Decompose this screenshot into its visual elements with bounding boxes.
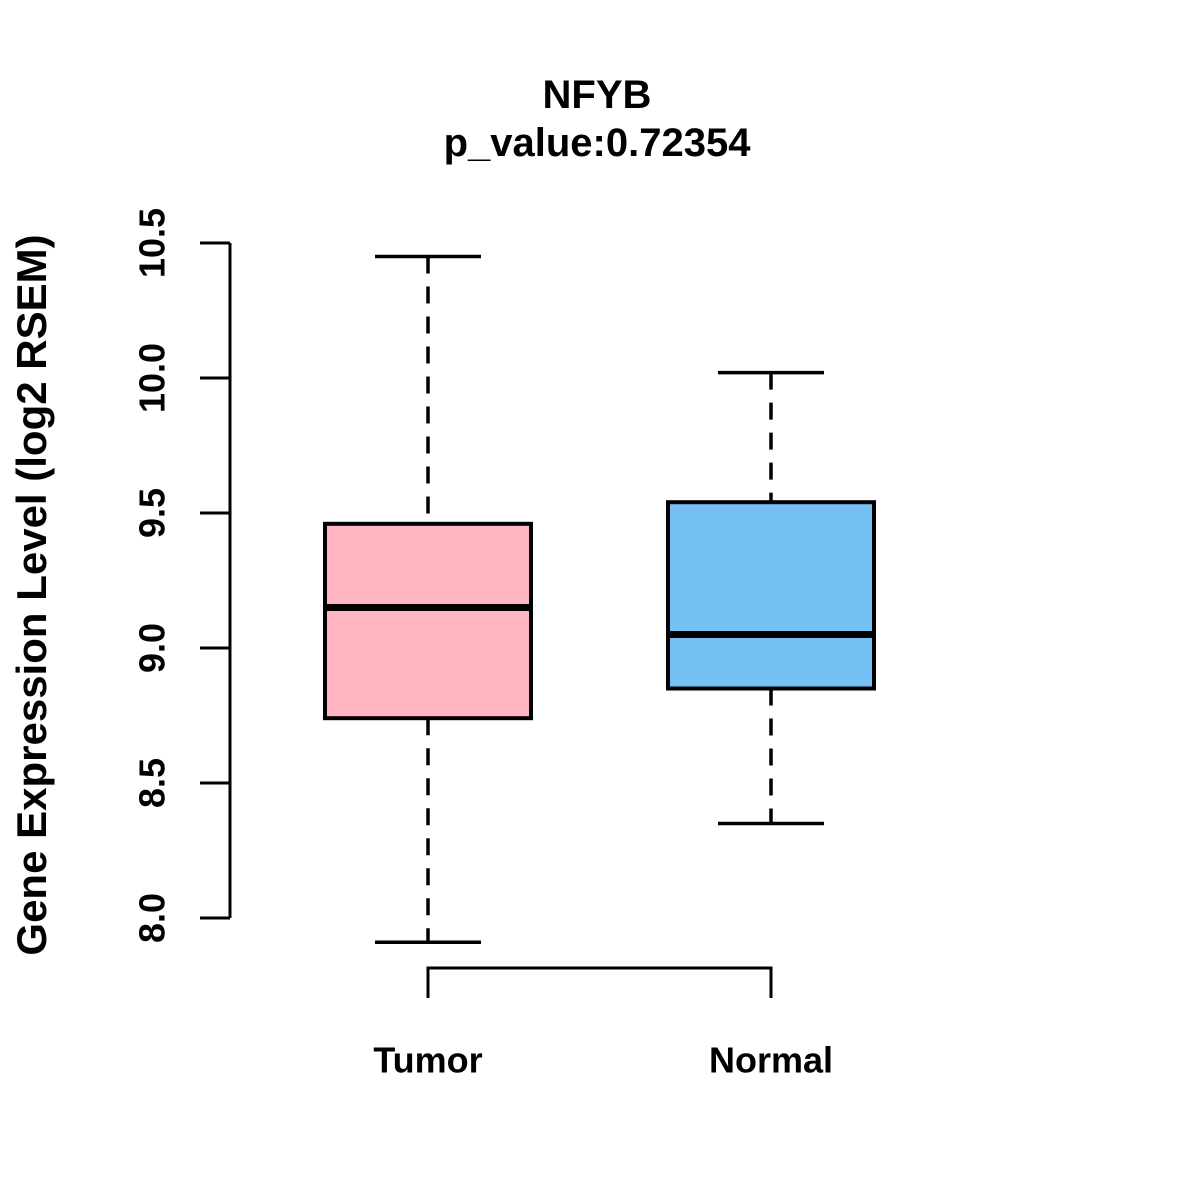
- y-tick-label: 10.0: [132, 343, 173, 413]
- title-block: NFYB p_value:0.72354: [0, 71, 1194, 167]
- chart-title: NFYB: [542, 73, 652, 117]
- y-tick-label: 10.5: [132, 208, 173, 278]
- y-tick-label: 9.0: [132, 623, 173, 673]
- box-normal: [666, 500, 876, 691]
- y-tick-label: 8.0: [132, 893, 173, 943]
- category-label-tumor: Tumor: [373, 1040, 482, 1081]
- chart-subtitle: p_value:0.72354: [443, 121, 751, 165]
- y-tick-label: 9.5: [132, 488, 173, 538]
- x-axis-bracket: [426, 966, 773, 998]
- category-label-normal: Normal: [709, 1040, 833, 1081]
- y-tick-label: 8.5: [132, 758, 173, 808]
- box-tumor: [323, 521, 533, 721]
